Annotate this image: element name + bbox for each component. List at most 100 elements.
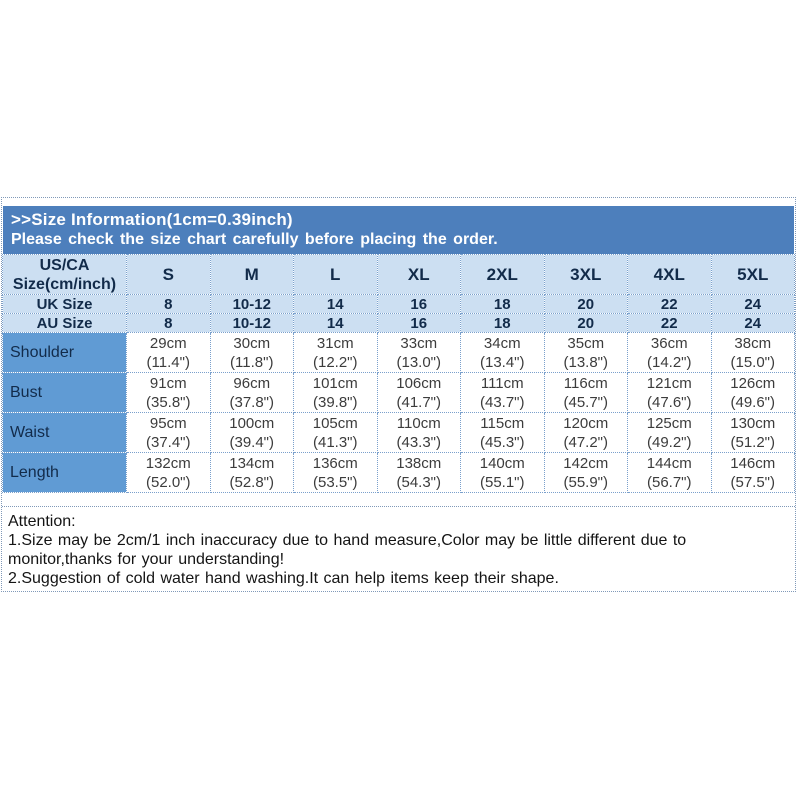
inch-value: (49.2") bbox=[646, 433, 692, 451]
measurement-cell: 33cm (13.0") bbox=[376, 332, 461, 373]
inch-value: (12.2") bbox=[312, 353, 358, 371]
inch-value: (47.2") bbox=[563, 433, 608, 451]
inch-value: (47.6") bbox=[646, 393, 692, 411]
size-value-cell: 24 bbox=[710, 294, 795, 314]
cm-value: 105cm bbox=[312, 414, 358, 432]
cm-value: 142cm bbox=[563, 454, 609, 472]
cm-value: 35cm bbox=[567, 334, 605, 352]
size-value-cell: 22 bbox=[627, 313, 712, 333]
measurement-cell: 101cm (39.8") bbox=[293, 372, 378, 413]
size-value-cell: 14 bbox=[293, 294, 378, 314]
cm-value: 130cm bbox=[730, 414, 776, 432]
measurement-cell: 111cm (43.7") bbox=[460, 372, 545, 413]
cm-value: 134cm bbox=[229, 454, 275, 472]
banner-subtitle: Please check the size chart carefully be… bbox=[11, 231, 498, 248]
cm-value: 110cm bbox=[396, 414, 441, 432]
size-value-cell: 10-12 bbox=[209, 294, 294, 314]
measurement-cell: 136cm (53.5") bbox=[293, 452, 378, 493]
size-column-header: 5XL bbox=[710, 254, 795, 295]
inch-value: (11.8") bbox=[230, 353, 274, 371]
banner: >>Size Information(1cm=0.39inch) Please … bbox=[3, 206, 794, 254]
cm-value: 125cm bbox=[646, 414, 692, 432]
conversion-row: AU Size 8 10-12 14 16 18 20 22 24 bbox=[2, 313, 795, 333]
cm-value: 146cm bbox=[730, 454, 776, 472]
cm-value: 31cm bbox=[316, 334, 354, 352]
cm-value: 138cm bbox=[396, 454, 442, 472]
inch-value: (11.4") bbox=[146, 353, 190, 371]
inch-value: (13.4") bbox=[479, 353, 525, 371]
size-column-header: S bbox=[126, 254, 211, 295]
measurement-cell: 125cm (49.2") bbox=[627, 412, 712, 453]
cm-value: 111cm bbox=[480, 374, 524, 392]
measurement-cell: 140cm (55.1") bbox=[460, 452, 545, 493]
size-column-header: 3XL bbox=[543, 254, 628, 295]
cm-value: 144cm bbox=[646, 454, 692, 472]
size-value-cell: 16 bbox=[376, 313, 461, 333]
size-column-header: M bbox=[209, 254, 294, 295]
cm-value: 34cm bbox=[483, 334, 521, 352]
size-column-header: L bbox=[293, 254, 378, 295]
inch-value: (43.3") bbox=[396, 433, 441, 451]
size-value-cell: 22 bbox=[627, 294, 712, 314]
size-value-cell: 20 bbox=[543, 294, 628, 314]
size-table: US/CA Size(cm/inch) S M L XL 2XL 3XL 4XL 5XL UK S… bbox=[2, 254, 795, 493]
inch-value: (57.5") bbox=[730, 473, 775, 491]
measurement-cell: 95cm (37.4") bbox=[126, 412, 211, 453]
size-value-cell: 18 bbox=[460, 313, 545, 333]
inch-value: (45.7") bbox=[563, 393, 608, 411]
inch-value: (37.8") bbox=[229, 393, 274, 411]
measurement-row: Bust 91cm (35.8") 96cm (37.8") 101cm (39.8") 10… bbox=[2, 372, 795, 413]
inch-value: (49.6") bbox=[730, 393, 775, 411]
conversion-row: UK Size 8 10-12 14 16 18 20 22 24 bbox=[2, 294, 795, 314]
cm-value: 126cm bbox=[730, 374, 776, 392]
cm-value: 132cm bbox=[145, 454, 191, 472]
cm-value: 29cm bbox=[149, 334, 187, 352]
corner-line-2: Size(cm/inch) bbox=[12, 275, 117, 293]
size-column-header: 4XL bbox=[627, 254, 712, 295]
measurement-cell: 30cm (11.8") bbox=[209, 332, 294, 373]
cm-value: 120cm bbox=[563, 414, 609, 432]
size-value-cell: 16 bbox=[376, 294, 461, 314]
measurement-cell: 115cm (45.3") bbox=[460, 412, 545, 453]
measurement-cell: 31cm (12.2") bbox=[293, 332, 378, 373]
measurement-cell: 35cm (13.8") bbox=[543, 332, 628, 373]
corner-line-1: US/CA bbox=[39, 256, 90, 274]
inch-value: (56.7") bbox=[646, 473, 692, 491]
cm-value: 96cm bbox=[233, 374, 271, 392]
row-label: Shoulder bbox=[2, 332, 127, 373]
inch-value: (52.8") bbox=[229, 473, 274, 491]
measurement-cell: 106cm (41.7") bbox=[376, 372, 461, 413]
measurement-cell: 36cm (14.2") bbox=[627, 332, 712, 373]
row-label: AU Size bbox=[2, 313, 127, 333]
cm-value: 30cm bbox=[233, 334, 271, 352]
measurement-row: Shoulder 29cm (11.4") 30cm (11.8") 31cm (12.2"… bbox=[2, 332, 795, 373]
inch-value: (13.0") bbox=[396, 353, 441, 371]
size-value-cell: 20 bbox=[543, 313, 628, 333]
measurement-cell: 138cm (54.3") bbox=[376, 452, 461, 493]
measurement-cell: 100cm (39.4") bbox=[209, 412, 294, 453]
row-label: Bust bbox=[2, 372, 127, 413]
cm-value: 91cm bbox=[149, 374, 187, 392]
cm-value: 36cm bbox=[650, 334, 688, 352]
banner-title: >>Size Information(1cm=0.39inch) bbox=[11, 210, 293, 229]
size-header-row: US/CA Size(cm/inch) S M L XL 2XL 3XL 4XL 5XL bbox=[2, 254, 795, 295]
cm-value: 140cm bbox=[479, 454, 525, 472]
inch-value: (41.3") bbox=[312, 433, 358, 451]
inch-value: (51.2") bbox=[730, 433, 775, 451]
measurement-cell: 142cm (55.9") bbox=[543, 452, 628, 493]
measurement-cell: 121cm (47.6") bbox=[627, 372, 712, 413]
inch-value: (52.0") bbox=[145, 473, 191, 491]
measurement-cell: 110cm (43.3") bbox=[376, 412, 461, 453]
cm-value: 95cm bbox=[149, 414, 187, 432]
cm-value: 33cm bbox=[400, 334, 438, 352]
inch-value: (45.3") bbox=[479, 433, 525, 451]
inch-value: (35.8") bbox=[145, 393, 191, 411]
inch-value: (39.8") bbox=[312, 393, 358, 411]
cm-value: 38cm bbox=[734, 334, 772, 352]
row-label: Waist bbox=[2, 412, 127, 453]
measurement-cell: 38cm (15.0") bbox=[710, 332, 795, 373]
size-column-header: 2XL bbox=[460, 254, 545, 295]
size-value-cell: 10-12 bbox=[209, 313, 294, 333]
measurement-cell: 116cm (45.7") bbox=[543, 372, 628, 413]
measurement-cell: 126cm (49.6") bbox=[710, 372, 795, 413]
